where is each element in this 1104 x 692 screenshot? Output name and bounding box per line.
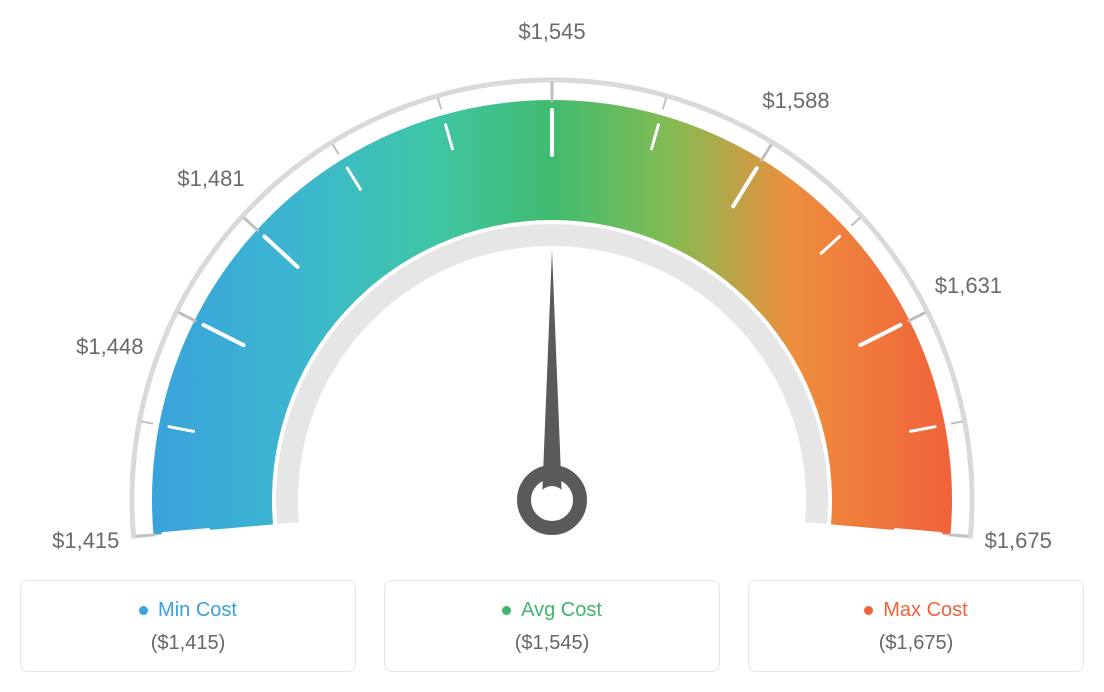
gauge-svg [20,20,1084,560]
avg-cost-title-row: Avg Cost [502,599,602,622]
gauge-tick-label: $1,545 [518,19,585,45]
gauge-tick-label: $1,415 [52,528,119,554]
gauge-chart: $1,415 $1,448 $1,481 $1,545 $1,588 $1,631 $1,6… [20,20,1084,560]
avg-cost-dot-icon [502,606,511,615]
gauge-tick-label: $1,448 [76,334,143,360]
min-cost-title: Min Cost [158,599,237,622]
gauge-tick-label: $1,675 [985,528,1052,554]
max-cost-title: Max Cost [883,599,967,622]
min-cost-title-row: Min Cost [139,599,237,622]
chart-container: $1,415 $1,448 $1,481 $1,545 $1,588 $1,631 $1,6… [20,20,1084,672]
max-cost-title-row: Max Cost [864,599,967,622]
min-cost-value: ($1,415) [43,632,333,655]
avg-cost-card: Avg Cost ($1,545) [384,580,720,672]
max-cost-dot-icon [864,606,873,615]
summary-cards: Min Cost ($1,415) Avg Cost ($1,545) Max … [20,580,1084,672]
avg-cost-value: ($1,545) [407,632,697,655]
min-cost-card: Min Cost ($1,415) [20,580,356,672]
gauge-tick-label: $1,631 [935,273,1002,299]
avg-cost-title: Avg Cost [521,599,602,622]
gauge-tick-label: $1,481 [177,166,244,192]
gauge-tick-label: $1,588 [762,88,829,114]
max-cost-value: ($1,675) [771,632,1061,655]
max-cost-card: Max Cost ($1,675) [748,580,1084,672]
min-cost-dot-icon [139,606,148,615]
